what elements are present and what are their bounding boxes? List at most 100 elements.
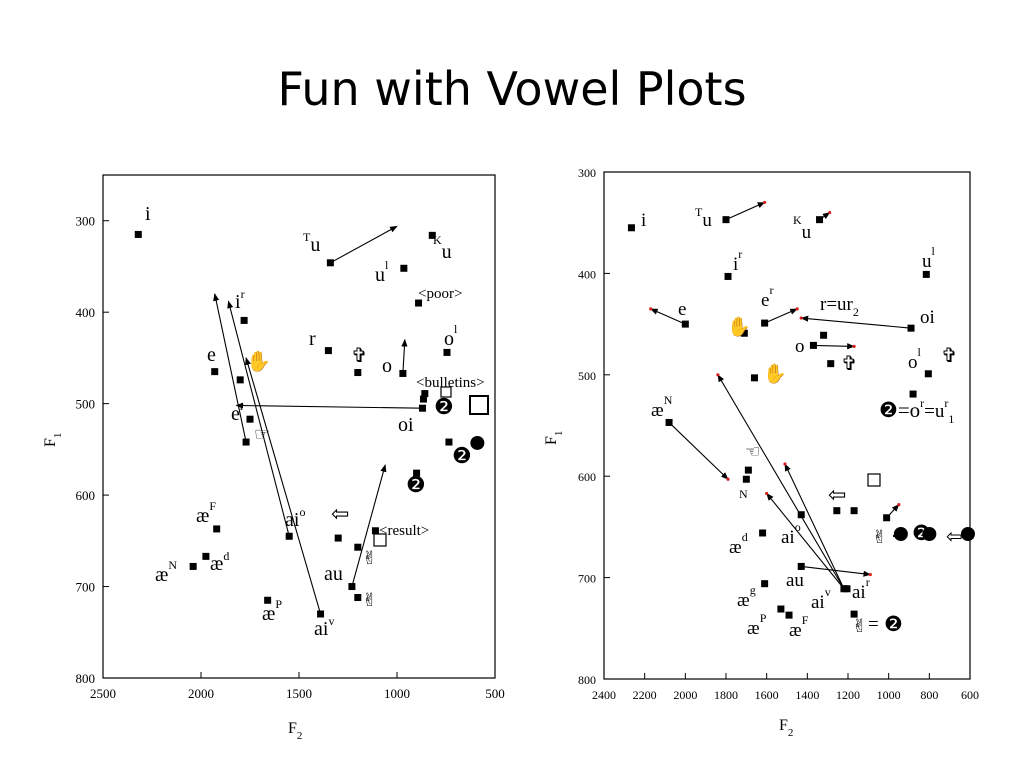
l-y-tick-label-5: 800 (76, 671, 96, 686)
r-x-tick-label-4: 1600 (755, 688, 779, 702)
label-o: o (382, 355, 392, 377)
r-x-tick-label-3: 1800 (714, 688, 738, 702)
label-ir: ir (235, 287, 245, 313)
label-ap: æP (262, 597, 282, 625)
r-arrow-tip-dot-4 (799, 316, 803, 320)
l-y-tick-label-1: 400 (76, 305, 96, 320)
r-y-tick-label-3: 600 (578, 470, 596, 484)
r-arrow-tip-dot-5 (852, 344, 856, 349)
r-y-tick-label-4: 700 (578, 572, 596, 586)
l-data-point-7 (428, 231, 436, 239)
l-data-point-6 (326, 259, 334, 267)
l-arrow-4 (235, 402, 423, 409)
right-chart: 2400 2200 2000 1800 1600 1400 1200 1000 800 600 30… (543, 166, 979, 739)
left-y-axis-title: F1 (42, 433, 64, 447)
label-au: au (324, 563, 343, 585)
r-arrow-5 (813, 343, 855, 350)
l-arrow-6 (351, 464, 387, 587)
l-arrow-3 (245, 357, 322, 615)
l-arrow-1 (213, 293, 247, 443)
r-label-au: au (786, 570, 804, 591)
r-data-point-13 (924, 370, 932, 378)
pointing-hand-icon: ☞ (254, 424, 270, 445)
r-filled-circle-1 (922, 526, 937, 541)
l-data-point-18 (413, 469, 421, 477)
r-data-point-26 (785, 611, 793, 619)
l-data-point-29 (264, 596, 272, 604)
l-data-point-20 (202, 552, 210, 560)
r-arrow-10 (801, 565, 872, 577)
label-af: æF (196, 499, 216, 527)
r-y-tick-label-5: 800 (578, 673, 596, 687)
r-eq-sign: = (868, 614, 879, 635)
r-arrow-9 (784, 463, 845, 589)
l-arrow-0 (330, 225, 398, 264)
label-er: er (231, 399, 244, 425)
label-e: e (207, 344, 216, 366)
label-aio: aio (285, 505, 305, 531)
l-data-point-1 (240, 316, 248, 324)
r-arrow-tip-dot-9 (783, 462, 787, 466)
l-x-tick-label-3: 1000 (384, 686, 410, 701)
r-label-two-right: ❷ (912, 521, 931, 545)
label-i: i (145, 203, 151, 225)
r-label-aio: aio (781, 520, 801, 548)
slide-title: Fun with Vowel Plots (277, 62, 747, 116)
r-data-point-9 (809, 341, 817, 349)
small-box-icon (440, 386, 452, 398)
l-data-point-3 (236, 376, 244, 384)
l-data-point-17 (445, 438, 453, 446)
r-arrow-8 (766, 492, 845, 590)
label-tu: Tu (303, 230, 320, 256)
r-label-oi: oi (920, 307, 935, 328)
l-data-point-28 (317, 610, 325, 618)
r-x-tick-label-1: 2200 (633, 688, 657, 702)
l-x-tick-label-4: 500 (485, 686, 505, 701)
r-data-point-0 (627, 224, 635, 232)
label-ol: ol (444, 322, 458, 350)
left-symbols: ✋ ☞ ✞ ⇦ ✌ ✌ (246, 343, 377, 611)
l-data-point-19 (213, 525, 221, 533)
r-peace-hand-icon: ✌ (872, 527, 887, 548)
r-label-i: i (641, 210, 646, 231)
l-data-point-11 (354, 369, 362, 377)
left-chart: 2500 2000 1500 1000 500 300 400 500 600 700 800 F2… (42, 174, 505, 742)
r-wave-icon-2: ✋ (763, 362, 787, 385)
r-y-tick-label-0: 300 (578, 166, 596, 180)
r-left-arrow-icon: ⇦ (828, 483, 846, 508)
r-arrow-0 (725, 201, 766, 221)
r-x-tick-label-5: 1400 (795, 688, 819, 702)
l-x-tick-label-2: 1500 (286, 686, 312, 701)
r-label-ag: æg (737, 583, 756, 611)
l-data-point-12 (399, 369, 407, 377)
r-data-point-29 (843, 585, 851, 593)
empty-box-icon (469, 395, 489, 415)
l-arrow-5 (401, 338, 408, 374)
l-data-point-10 (324, 347, 332, 355)
l-data-point-22 (285, 532, 293, 540)
r-x-tick-label-6: 1200 (836, 688, 860, 702)
right-y-axis-title: F1 (543, 431, 565, 445)
l-data-point-25 (371, 527, 379, 535)
left-arrows (213, 225, 423, 615)
l-data-point-27 (354, 594, 362, 602)
r-data-point-1 (722, 216, 730, 224)
label-ku: Ku (433, 233, 452, 263)
right-points (627, 216, 975, 619)
right-symbols: ✋ ✋ ✞ ✞ ☜ ⇦ ⇦ ✌ ✌ (727, 315, 963, 637)
left-axis-ticks: 2500 2000 1500 1000 500 300 400 500 600 700 800 (76, 214, 505, 701)
r-data-point-18 (797, 511, 805, 519)
left-points (134, 230, 485, 618)
right-plot-frame (603, 171, 971, 680)
r-label-er: er (761, 283, 773, 311)
r-pointing-hand-icon: ☜ (745, 442, 760, 462)
l-data-point-0 (134, 230, 142, 238)
left-x-axis-title: F2 (288, 720, 302, 742)
small-box-icon-2 (373, 533, 387, 547)
label-two-b: ❷ (452, 443, 472, 468)
r-label-e: e (678, 299, 686, 320)
r-arrow-4 (800, 315, 912, 329)
r-label-o: o (795, 336, 805, 357)
r-x-tick-label-2: 2000 (673, 688, 697, 702)
